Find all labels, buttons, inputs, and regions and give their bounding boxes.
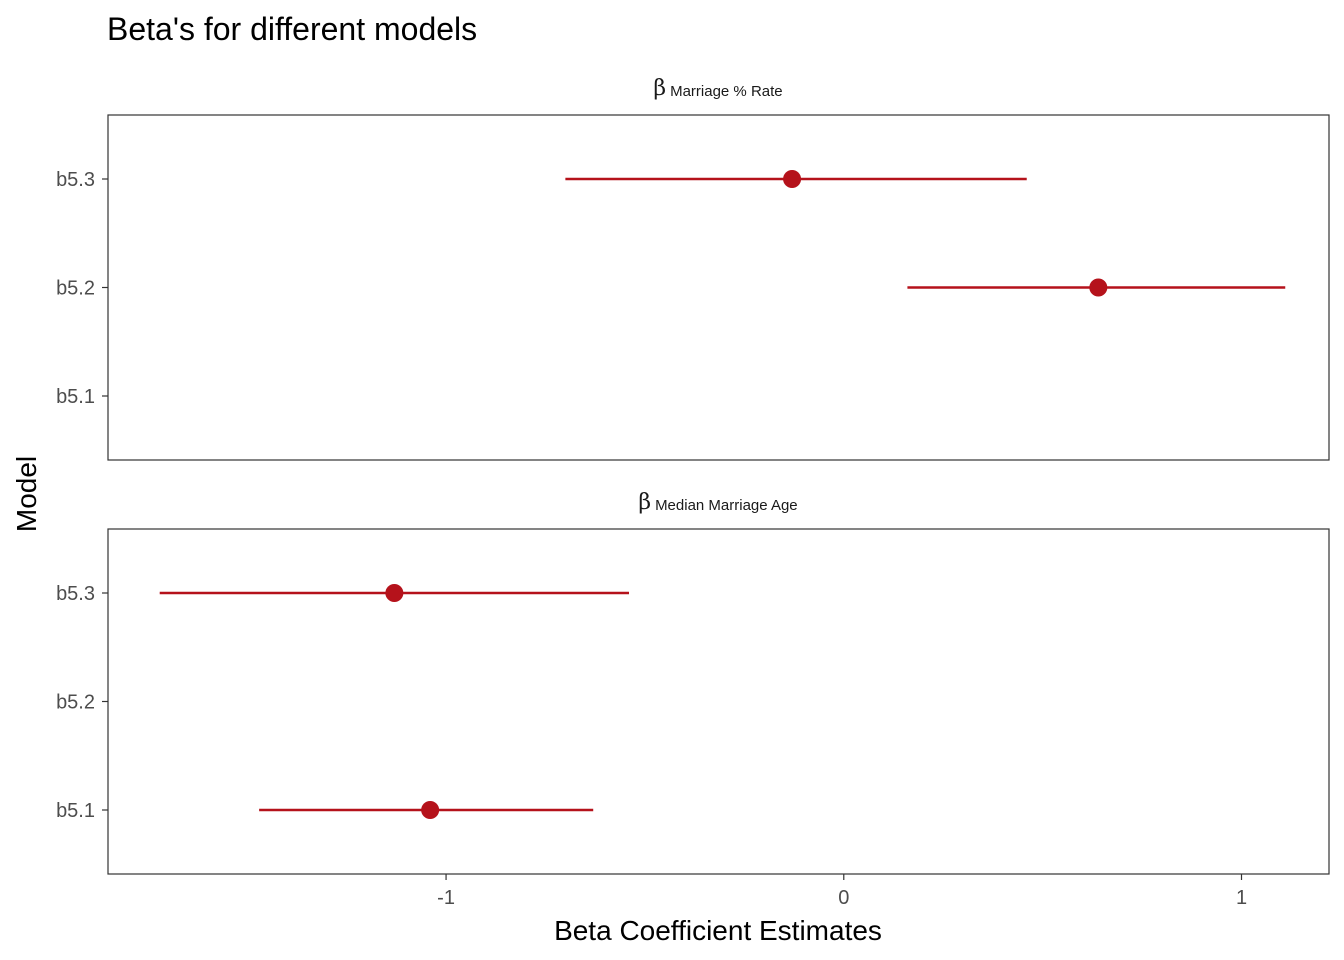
estimate-point <box>783 170 802 188</box>
panel-label: Marriage % Rate <box>670 83 783 100</box>
x-axis: -1 0 1 <box>437 874 1247 909</box>
x-axis-label: Beta Coefficient Estimates <box>554 915 882 946</box>
panel-strip-label: β Median Marriage Age <box>638 490 797 515</box>
y-tick-label: b5.1 <box>56 800 95 822</box>
y-tick-label: b5.1 <box>56 386 95 408</box>
estimate-point <box>1089 278 1108 297</box>
y-tick-label: b5.2 <box>56 278 95 300</box>
chart-title: Beta's for different models <box>107 11 477 47</box>
panel-symbol: β <box>653 76 666 101</box>
x-tick-label: 0 <box>838 887 849 909</box>
panel-symbol: β <box>638 490 651 515</box>
estimate-point <box>421 801 440 819</box>
y-tick-label: b5.3 <box>56 583 95 605</box>
panel-label: Median Marriage Age <box>655 497 798 514</box>
chart-marks <box>159 170 1286 819</box>
y-tick-label: b5.2 <box>56 692 95 714</box>
panel-frame <box>107 528 1330 875</box>
y-axes: b5.3 b5.2 b5.1 b5.3 b5.2 b5.1 <box>56 169 108 822</box>
estimate-point <box>385 584 404 602</box>
x-tick-label: 1 <box>1236 887 1247 909</box>
y-tick-label: b5.3 <box>56 169 95 191</box>
x-tick-label: -1 <box>437 887 455 909</box>
panel-marriage-rate: β Marriage % Rate <box>107 76 1330 461</box>
panel-strip-label: β Marriage % Rate <box>653 76 782 101</box>
panel-median-marriage-age: β Median Marriage Age <box>107 490 1330 875</box>
y-axis-label: Model <box>11 456 42 532</box>
